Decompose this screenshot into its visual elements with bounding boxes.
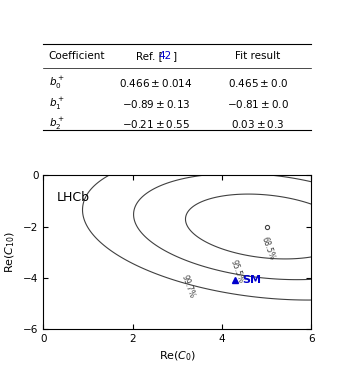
Text: SM: SM <box>242 276 261 286</box>
Text: 99.7%: 99.7% <box>180 274 196 300</box>
Text: $b_0^+$: $b_0^+$ <box>48 75 65 91</box>
Text: $-0.89 \pm 0.13$: $-0.89 \pm 0.13$ <box>121 98 190 110</box>
Text: Ref. [: Ref. [ <box>136 51 163 61</box>
Text: $0.466 \pm 0.014$: $0.466 \pm 0.014$ <box>119 77 193 89</box>
Text: $b_1^+$: $b_1^+$ <box>48 96 65 112</box>
Text: Coefficient: Coefficient <box>48 51 105 61</box>
Text: $b_2^+$: $b_2^+$ <box>48 115 65 132</box>
Text: 42: 42 <box>158 51 172 61</box>
Text: ]: ] <box>173 51 177 61</box>
Text: $0.03 \pm 0.3$: $0.03 \pm 0.3$ <box>231 118 284 130</box>
Y-axis label: $\mathrm{Re}(C_{10})$: $\mathrm{Re}(C_{10})$ <box>4 231 17 273</box>
X-axis label: $\mathrm{Re}(C_0)$: $\mathrm{Re}(C_0)$ <box>158 350 196 363</box>
Text: 68.5%: 68.5% <box>260 236 277 261</box>
Text: $-0.21 \pm 0.55$: $-0.21 \pm 0.55$ <box>122 118 190 130</box>
Text: Fit result: Fit result <box>235 51 280 61</box>
Text: LHCb: LHCb <box>57 191 90 204</box>
Text: $0.465 \pm 0.0$: $0.465 \pm 0.0$ <box>228 77 288 89</box>
Text: 95.5%: 95.5% <box>229 259 245 285</box>
Text: $-0.81 \pm 0.0$: $-0.81 \pm 0.0$ <box>227 98 289 110</box>
